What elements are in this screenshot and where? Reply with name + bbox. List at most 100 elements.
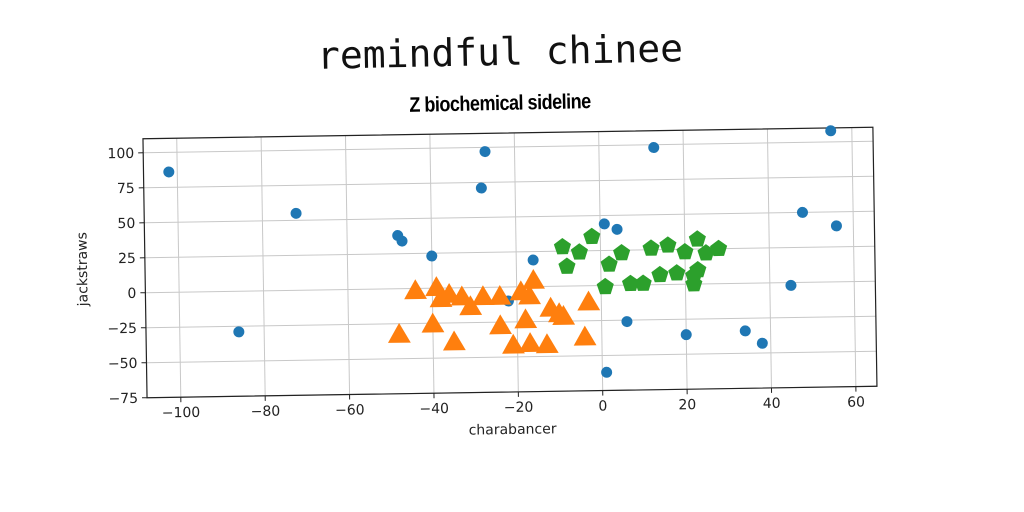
series-pentagon (553, 227, 728, 295)
scatter-point (570, 243, 588, 260)
scatter-point (689, 261, 707, 278)
scatter-point (489, 314, 512, 335)
scatter-point (621, 274, 640, 292)
scatter-point (421, 312, 445, 333)
scatter-point (558, 257, 576, 274)
grid-line-y (143, 140, 874, 154)
grid-line-y (144, 210, 875, 224)
scatter-point (685, 275, 703, 292)
scatter-point (163, 166, 175, 178)
scatter-point (522, 269, 545, 290)
scatter-point (471, 285, 495, 306)
x-tick-label: 60 (847, 394, 865, 410)
scatter-point (600, 255, 618, 272)
x-axis-label: charabancer (469, 421, 557, 438)
scatter-point (488, 284, 512, 305)
scatter-point (518, 332, 542, 353)
scatter-point (502, 333, 525, 354)
grid-line-x (260, 136, 266, 396)
scatter-point (459, 295, 483, 316)
data-series (163, 125, 842, 378)
x-tick-label: −60 (335, 402, 365, 418)
scatter-point (577, 290, 601, 311)
scatter-point (697, 244, 715, 261)
scatter-point (642, 239, 660, 256)
scatter-point (825, 125, 837, 137)
scatter-point (475, 182, 487, 194)
scatter-point (648, 142, 660, 154)
scatter-point (611, 223, 623, 235)
grid-line-y (144, 245, 875, 259)
grid-line-x (598, 131, 604, 391)
scatter-point (527, 254, 539, 266)
scatter-point (573, 325, 597, 346)
scatter-point (601, 366, 613, 378)
scatter-point (613, 244, 631, 261)
scatter-point (676, 243, 694, 260)
y-tick-label: −50 (108, 356, 138, 372)
scatter-point (710, 239, 728, 257)
y-tick-label: 100 (107, 146, 134, 162)
scatter-point (680, 329, 692, 341)
grid-line-x (682, 130, 688, 390)
grid-line-y (143, 175, 874, 189)
series-circle (163, 125, 842, 378)
axis-ticks: −100 −80 −60 −40 −20 0 20 40 60 −75 −50 −25 0 25 50 75 1… (107, 146, 865, 422)
grid-line-x (429, 134, 435, 394)
grid-line-x (176, 138, 182, 398)
y-tick-label: 50 (117, 216, 135, 232)
scatter-point (598, 218, 610, 230)
x-tick-label: −40 (419, 401, 449, 417)
grid-line-x (766, 128, 772, 388)
y-tick-label: −75 (108, 391, 138, 407)
series-triangle (387, 269, 601, 354)
scatter-point (796, 206, 808, 218)
x-tick-label: 40 (763, 396, 781, 412)
scatter-point (785, 279, 797, 291)
grid (143, 127, 877, 399)
scatter-point (442, 330, 466, 351)
grid-line-y (145, 315, 876, 329)
scatter-point (651, 265, 669, 283)
scatter-point (668, 264, 686, 281)
scatter-point (479, 146, 491, 158)
grid-line-x (344, 135, 351, 395)
scatter-point (739, 325, 751, 337)
x-tick-label: 0 (598, 398, 607, 414)
scatter-point (535, 333, 559, 354)
scatter-point (514, 308, 538, 329)
scatter-point (596, 277, 614, 295)
y-tick-label: 25 (118, 251, 136, 267)
x-tick-label: −20 (504, 400, 534, 416)
scatter-point (518, 284, 542, 305)
y-tick-label: 0 (127, 286, 136, 302)
grid-line-y (146, 350, 877, 364)
scatter-point (290, 207, 302, 219)
x-tick-label: 20 (678, 397, 696, 413)
x-tick-label: −80 (251, 404, 281, 420)
scatter-point (659, 236, 677, 253)
scatter-point (404, 279, 427, 300)
plot-frame (142, 126, 878, 399)
scatter-point (583, 227, 601, 245)
scatter-point (553, 237, 571, 255)
y-tick-label: 75 (117, 181, 135, 197)
grid-line-y (145, 280, 876, 294)
scatter-point (396, 235, 408, 247)
scatter-point (387, 322, 411, 343)
scatter-point (688, 230, 706, 247)
scatter-point (429, 287, 453, 308)
scatter-point (552, 304, 576, 325)
scatter-point (233, 326, 245, 338)
scatter-point (621, 316, 633, 328)
grid-line-x (851, 127, 857, 387)
scatter-point (756, 337, 768, 349)
x-tick-label: −100 (162, 405, 201, 422)
y-axis-label: jackstraws (74, 232, 91, 307)
scatter-point (830, 220, 842, 232)
y-tick-label: −25 (107, 321, 137, 337)
scatter-point (634, 274, 652, 291)
scatter-point (426, 250, 438, 262)
